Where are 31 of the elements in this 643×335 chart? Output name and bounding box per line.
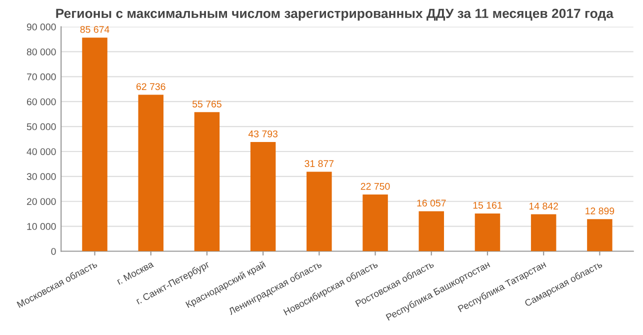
data-label: 55 765 [192, 100, 222, 108]
chart-title: Регионы с максимальным числом зарегистрированных ДДУ за 11 месяцев 2017 года [56, 8, 614, 21]
y-tick-label: 50 000 [26, 123, 56, 130]
bar [362, 194, 388, 252]
data-label: 14 842 [529, 202, 558, 210]
y-tick-label: 30 000 [26, 173, 56, 180]
y-tick-label: 20 000 [26, 198, 56, 205]
data-label: 43 793 [248, 130, 278, 138]
bar [138, 94, 164, 252]
y-tick-label: 90 000 [26, 24, 56, 30]
data-label: 15 161 [473, 202, 502, 209]
bar [82, 38, 108, 252]
bar [194, 112, 220, 252]
bar [418, 211, 444, 252]
y-tick-label: 80 000 [26, 48, 56, 56]
y-tick-label: 70 000 [26, 73, 56, 80]
y-tick-label: 40 000 [26, 148, 56, 156]
data-label: 16 057 [417, 200, 446, 207]
data-label: 85 674 [80, 26, 110, 33]
bar [306, 172, 332, 252]
bar [474, 213, 500, 252]
y-tick-label: 60 000 [26, 98, 56, 106]
bar [250, 142, 276, 252]
y-tick-label: 0 [51, 248, 56, 255]
bar [587, 219, 612, 252]
bar [530, 214, 556, 252]
data-label: 31 877 [304, 160, 334, 168]
y-tick-label: 10 000 [27, 223, 56, 230]
data-label: 22 750 [360, 182, 390, 190]
data-label: 12 899 [586, 207, 614, 214]
data-label: 62 736 [136, 83, 166, 90]
